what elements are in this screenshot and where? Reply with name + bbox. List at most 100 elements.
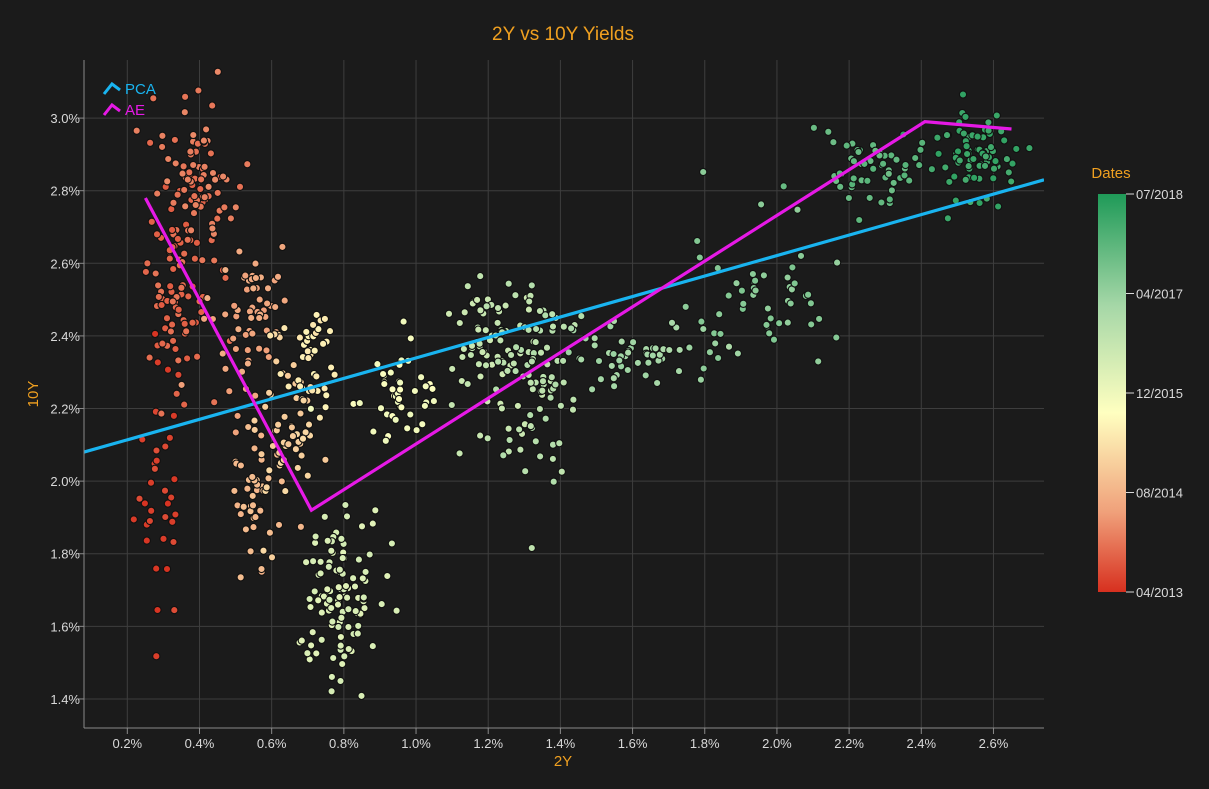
scatter-point: [267, 553, 277, 562]
scatter-point: [234, 325, 243, 334]
scatter-point: [167, 225, 177, 235]
scatter-point: [357, 522, 367, 531]
scatter-point: [969, 173, 979, 182]
colorbar-label: 08/2014: [1136, 486, 1183, 501]
scatter-point: [724, 291, 733, 300]
scatter-point: [249, 522, 258, 532]
scatter-point: [699, 364, 708, 373]
scatter-point: [790, 279, 799, 288]
scatter-point: [455, 318, 464, 328]
scatter-point: [266, 331, 275, 340]
scatter-point: [609, 382, 619, 391]
scatter-point: [482, 302, 491, 311]
scatter-point: [199, 314, 209, 323]
scatter-point: [478, 347, 487, 357]
scatter-point: [293, 463, 302, 473]
scatter-point: [330, 370, 339, 379]
scatter-point: [548, 454, 558, 464]
scatter-point: [617, 337, 626, 346]
scatter-point: [699, 324, 708, 334]
scatter-point: [263, 284, 273, 293]
scatter-point: [403, 424, 412, 433]
scatter-point: [476, 306, 485, 315]
scatter-point: [429, 396, 439, 406]
scatter-point: [226, 214, 236, 223]
scatter-point: [163, 365, 173, 374]
scatter-point: [334, 622, 343, 632]
scatter-point: [172, 389, 181, 398]
scatter-point: [927, 165, 937, 174]
scatter-point: [511, 366, 520, 376]
scatter-point: [644, 358, 653, 367]
scatter-point: [594, 356, 604, 366]
scatter-point: [535, 306, 545, 316]
scatter-point: [1007, 177, 1016, 186]
scatter-point: [208, 168, 218, 178]
scatter-point: [354, 555, 364, 564]
scatter-point: [250, 416, 259, 425]
chart-title: 2Y vs 10Y Yields: [492, 24, 634, 45]
scatter-point: [483, 434, 492, 443]
scatter-point: [763, 304, 773, 313]
scatter-point: [369, 427, 378, 436]
scatter-point: [557, 467, 566, 476]
scatter-point: [386, 368, 395, 377]
scatter-point: [251, 512, 260, 522]
scatter-point: [151, 269, 160, 278]
x-tick-label: 1.6%: [618, 736, 648, 751]
scatter-point: [208, 224, 217, 233]
scatter-point: [715, 310, 724, 319]
line-ae: [143, 120, 1012, 513]
scatter-point: [320, 314, 330, 324]
scatter-point: [153, 605, 162, 615]
scatter-point: [863, 176, 872, 185]
scatter-point: [699, 167, 708, 177]
scatter-point: [174, 305, 183, 314]
scatter-point: [877, 198, 886, 207]
scatter-point: [264, 474, 273, 483]
scatter-point: [199, 136, 209, 145]
scatter-point: [1004, 168, 1013, 177]
scatter-point: [158, 131, 167, 140]
colorbar-label: 07/2018: [1136, 187, 1183, 202]
scatter-point: [344, 605, 353, 614]
scatter-point: [243, 160, 252, 169]
scatter-point: [505, 435, 514, 445]
scatter-point: [992, 111, 1001, 120]
scatter-point: [739, 299, 748, 308]
scatter-point: [257, 450, 266, 459]
scatter-point: [748, 269, 758, 279]
scatter-point: [587, 385, 597, 394]
x-tick-label: 2.2%: [834, 736, 864, 751]
scatter-point: [280, 296, 289, 305]
scatter-point: [283, 371, 293, 380]
scatter-point: [406, 334, 415, 343]
scatter-point: [869, 164, 878, 173]
scatter-point: [210, 256, 219, 265]
scatter-point: [915, 160, 924, 170]
scatter-point: [147, 506, 156, 515]
scatter-point: [933, 133, 942, 142]
scatter-point: [496, 336, 505, 345]
scatter-point: [892, 155, 901, 164]
scatter-point: [406, 410, 415, 419]
scatter-point: [447, 400, 456, 410]
scatter-point: [524, 305, 534, 314]
scatter-point: [918, 138, 927, 147]
scatter-point: [321, 455, 330, 464]
scatter-point: [652, 378, 662, 388]
scatter-point: [497, 404, 507, 413]
scatter-point: [566, 324, 576, 333]
scatter-point: [296, 409, 305, 418]
scatter-point: [460, 308, 469, 317]
scatter-point: [189, 130, 198, 140]
scatter-point: [326, 363, 336, 372]
scatter-point: [247, 313, 256, 323]
scatter-point: [705, 348, 715, 357]
scatter-point: [943, 214, 953, 223]
scatter-point: [501, 301, 510, 310]
scatter-point: [535, 404, 545, 414]
scatter-point: [418, 420, 427, 429]
scatter-point: [241, 525, 251, 534]
scatter-point: [803, 290, 813, 299]
